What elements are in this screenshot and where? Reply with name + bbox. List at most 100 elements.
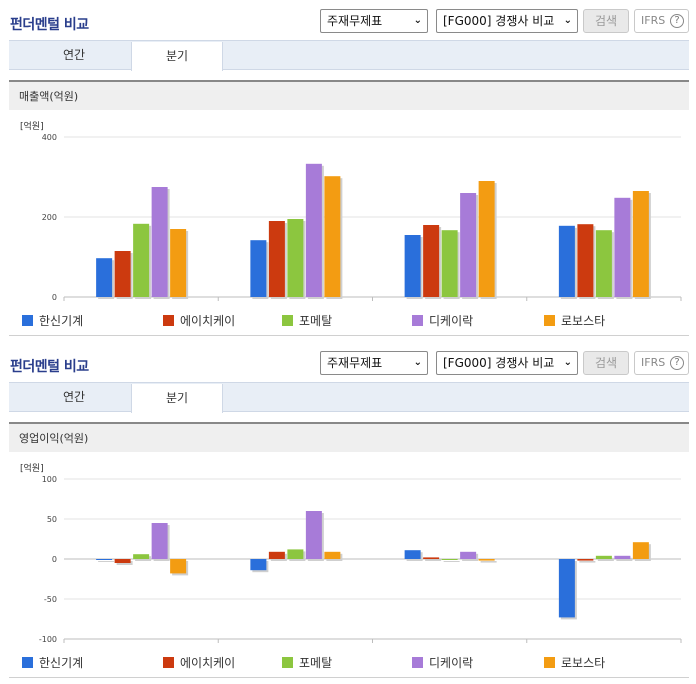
bar [558,559,575,618]
chevron-down-icon: ⌄ [413,15,422,26]
statement-select-value: 주재무제표 [327,356,383,370]
bar [133,223,150,297]
fundamental-panel-operating-profit: 펀더멘털 비교 주재무제표 ⌄ [FG000] 경쟁사 비교 ⌄ 검색 IFRS… [0,342,696,684]
bar [460,551,477,559]
legend-swatch [163,315,174,326]
legend-item[interactable]: 디케이락 [412,312,473,329]
bar [250,559,267,571]
legend-item[interactable]: 포메탈 [282,312,332,329]
bar [96,258,113,297]
legend-item[interactable]: 에이치케이 [163,654,235,671]
x-tick-label: 2023/09 [433,643,466,644]
legend-swatch [163,657,174,668]
metric-header: 매출액(억원) [9,80,689,110]
bar [151,187,168,297]
panel-header: 펀더멘털 비교 주재무제표 ⌄ [FG000] 경쟁사 비교 ⌄ 검색 IFRS… [0,0,696,40]
bar [614,555,631,559]
y-tick-label: -100 [39,635,57,644]
sales-bar-chart: 0 200 400 2023/03 2023/06 2023/09 2023/12 [42,133,682,302]
unit-label: [억원] [20,464,44,474]
bar [114,559,131,563]
compare-select[interactable]: [FG000] 경쟁사 비교 ⌄ [436,9,578,33]
bar [441,230,458,297]
legend-label: 포메탈 [299,314,333,328]
help-icon[interactable]: ? [670,14,684,28]
period-tabs: 연간 분기 [9,40,689,71]
legend-item[interactable]: 디케이락 [412,654,473,671]
bar [133,554,150,559]
legend-label: 로보스타 [561,656,606,670]
x-tick-label: 2023/06 [279,643,312,644]
bar [595,555,612,559]
y-tick-label: -50 [44,595,57,604]
y-tick-label: 400 [42,133,57,142]
legend-swatch [282,315,293,326]
bar [478,181,495,297]
legend-item[interactable]: 한신기계 [22,312,83,329]
bar [632,191,649,297]
legend-label: 포메탈 [299,656,333,670]
y-tick-label: 0 [52,293,57,302]
legend-swatch [412,315,423,326]
ifrs-button[interactable]: IFRS ? [634,351,689,375]
y-tick-label: 200 [42,213,57,222]
bar [614,197,631,297]
chevron-down-icon: ⌄ [563,15,572,26]
legend-swatch [22,657,33,668]
bar [478,559,495,561]
bar [268,221,285,297]
bar [577,559,594,561]
x-tick-label: 2023/06 [279,301,312,302]
bar [404,235,421,297]
bar [96,559,113,560]
legend-swatch [22,315,33,326]
search-button[interactable]: 검색 [583,9,629,33]
bar-shadow [616,557,633,561]
legend-label: 에이치케이 [180,656,236,670]
bar [324,176,341,297]
bar-shadow [425,559,442,561]
legend-item[interactable]: 로보스타 [544,312,605,329]
legend-item[interactable]: 에이치케이 [163,312,235,329]
panel-title: 펀더멘털 비교 [10,17,89,33]
ifrs-button[interactable]: IFRS ? [634,9,689,33]
x-tick-label: 2023/12 [587,301,620,302]
bar [170,559,187,574]
ifrs-label: IFRS [641,356,666,369]
bar [460,193,477,297]
tab-quarterly[interactable]: 분기 [131,42,223,71]
legend-item[interactable]: 포메탈 [282,654,332,671]
statement-select[interactable]: 주재무제표 ⌄ [320,9,428,33]
chart-legend: 한신기계 에이치케이 포메탈 디케이락 로보스타 [0,312,696,328]
tab-annual[interactable]: 연간 [62,390,86,404]
compare-select[interactable]: [FG000] 경쟁사 비교 ⌄ [436,351,578,375]
panel-title: 펀더멘털 비교 [10,359,89,375]
tab-annual[interactable]: 연간 [62,48,86,62]
bar [305,163,322,297]
operating-profit-bar-chart: 100 50 0 -50 -100 2023/03 2023/06 2023/09 2023/1… [39,475,682,644]
bar [632,542,649,559]
y-tick-label: 100 [42,475,57,484]
search-button[interactable]: 검색 [583,351,629,375]
bar [170,229,187,297]
legend-item[interactable]: 한신기계 [22,654,83,671]
legend-label: 로보스타 [561,314,606,328]
legend-item[interactable]: 로보스타 [544,654,605,671]
help-icon[interactable]: ? [670,356,684,370]
tab-quarterly[interactable]: 분기 [131,384,223,413]
legend-label: 한신기계 [39,656,84,670]
statement-select[interactable]: 주재무제표 ⌄ [320,351,428,375]
bar [324,551,341,559]
x-tick-label: 2023/12 [587,643,620,644]
metric-header: 영업이익(억원) [9,422,689,452]
x-tick-label: 2023/03 [125,643,158,644]
compare-select-value: [FG000] 경쟁사 비교 [443,14,555,28]
chevron-down-icon: ⌄ [413,357,422,368]
unit-label: [억원] [20,122,44,132]
statement-select-value: 주재무제표 [327,14,383,28]
bar [305,511,322,559]
chart-legend: 한신기계 에이치케이 포메탈 디케이락 로보스타 [0,654,696,670]
bar-shadow [579,561,596,563]
legend-label: 에이치케이 [180,314,236,328]
bar [558,225,575,297]
